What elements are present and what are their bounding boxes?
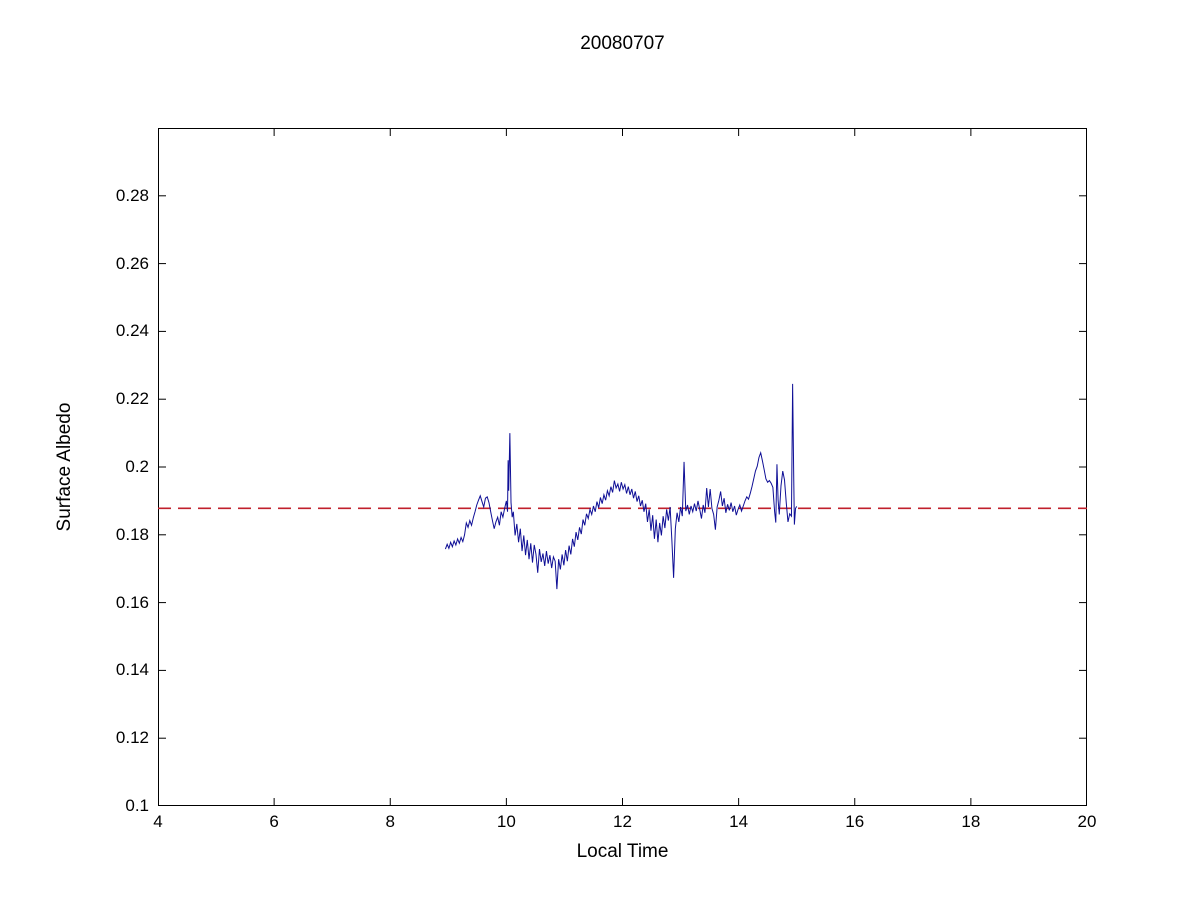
chart-title: 20080707 bbox=[580, 33, 665, 54]
plot-area bbox=[158, 128, 1087, 806]
y-tick-label: 0.22 bbox=[115, 389, 149, 409]
y-tick-label: 0.24 bbox=[115, 321, 149, 341]
y-tick-label: 0.1 bbox=[125, 796, 149, 815]
y-tick-label: 0.12 bbox=[115, 728, 149, 748]
y-tick-label: 0.16 bbox=[115, 592, 149, 612]
x-tick-label: 4 bbox=[153, 812, 163, 831]
y-tick-label: 0.18 bbox=[115, 524, 149, 544]
y-tick-label: 0.14 bbox=[115, 660, 149, 680]
y-tick-label: 0.26 bbox=[115, 253, 149, 273]
axis-box bbox=[158, 128, 1087, 806]
x-axis-label: Local Time bbox=[576, 841, 669, 862]
surface-albedo-line bbox=[444, 383, 798, 590]
x-tick-label: 10 bbox=[496, 812, 516, 831]
x-tick-label: 6 bbox=[269, 812, 279, 831]
x-tick-label: 8 bbox=[385, 812, 395, 831]
x-tick-label: 20 bbox=[1077, 812, 1097, 831]
y-tick-label: 0.2 bbox=[125, 457, 149, 476]
y-tick-label: 0.28 bbox=[115, 185, 149, 205]
x-tick-label: 16 bbox=[845, 812, 865, 831]
x-tick-label: 14 bbox=[729, 812, 749, 831]
x-tick-label: 12 bbox=[613, 812, 632, 831]
x-tick-label: 18 bbox=[961, 812, 981, 831]
